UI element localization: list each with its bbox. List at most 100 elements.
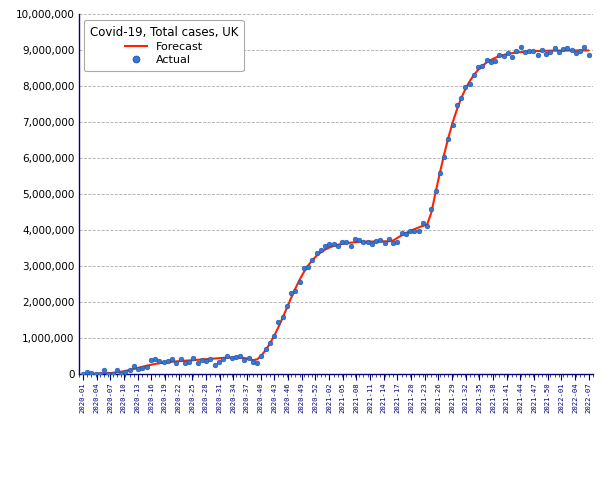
Actual	[435, 169, 445, 177]
Actual	[338, 238, 347, 246]
Actual	[159, 358, 168, 366]
Actual	[87, 370, 96, 377]
Actual	[550, 44, 560, 52]
Actual	[473, 63, 483, 71]
Actual	[218, 356, 228, 363]
Forecast	[360, 239, 367, 245]
Actual	[367, 240, 377, 248]
Forecast	[79, 371, 87, 377]
Actual	[273, 318, 283, 326]
Actual	[307, 256, 317, 264]
Actual	[320, 242, 330, 250]
Actual	[252, 359, 262, 367]
Actual	[508, 54, 517, 61]
Actual	[163, 357, 173, 364]
Actual	[422, 222, 432, 230]
Actual	[82, 368, 92, 376]
Actual	[210, 360, 220, 368]
Actual	[529, 47, 538, 55]
Actual	[401, 230, 411, 238]
Actual	[342, 239, 352, 246]
Actual	[261, 345, 270, 353]
Forecast	[215, 355, 223, 361]
Actual	[116, 370, 126, 377]
Actual	[112, 366, 122, 373]
Actual	[541, 50, 551, 58]
Actual	[546, 48, 555, 56]
Actual	[290, 288, 300, 295]
Actual	[150, 355, 160, 363]
Actual	[78, 371, 88, 378]
Actual	[393, 239, 402, 246]
Actual	[512, 47, 522, 55]
Actual	[316, 247, 325, 254]
Forecast	[479, 63, 486, 69]
Actual	[185, 358, 194, 366]
Actual	[265, 339, 275, 347]
Actual	[206, 356, 215, 363]
Legend: Forecast, Actual: Forecast, Actual	[84, 20, 244, 71]
Actual	[525, 48, 534, 55]
Actual	[172, 360, 182, 367]
Actual	[244, 354, 253, 362]
Actual	[269, 332, 279, 340]
Actual	[431, 187, 440, 194]
Actual	[120, 369, 130, 376]
Actual	[537, 46, 547, 54]
Actual	[214, 358, 224, 366]
Actual	[575, 48, 585, 55]
Actual	[397, 229, 407, 237]
Actual	[189, 354, 198, 362]
Actual	[490, 57, 500, 65]
Actual	[355, 237, 364, 244]
Actual	[477, 63, 487, 71]
Actual	[282, 302, 292, 310]
Actual	[324, 240, 334, 248]
Actual	[333, 242, 343, 250]
Actual	[248, 358, 258, 366]
Actual	[257, 352, 266, 360]
Actual	[303, 264, 313, 271]
Actual	[460, 83, 470, 90]
Actual	[520, 48, 530, 56]
Actual	[193, 359, 203, 367]
Actual	[146, 356, 155, 364]
Forecast	[585, 48, 592, 53]
Actual	[516, 43, 526, 50]
Actual	[278, 313, 287, 321]
Actual	[558, 46, 568, 53]
Actual	[469, 71, 479, 78]
Actual	[142, 363, 151, 371]
Actual	[584, 51, 594, 59]
Actual	[154, 357, 164, 365]
Actual	[359, 238, 368, 246]
Actual	[299, 264, 309, 272]
Actual	[486, 59, 495, 66]
Actual	[376, 237, 385, 244]
Actual	[499, 52, 508, 60]
Actual	[427, 205, 436, 213]
Actual	[197, 356, 207, 364]
Actual	[346, 242, 356, 250]
Actual	[388, 239, 398, 247]
Actual	[482, 57, 491, 64]
Actual	[180, 360, 190, 367]
Line: Forecast: Forecast	[83, 50, 589, 374]
Actual	[443, 135, 453, 143]
Actual	[503, 49, 513, 57]
Actual	[418, 219, 428, 227]
Actual	[312, 250, 321, 257]
Actual	[554, 48, 564, 56]
Actual	[240, 356, 249, 364]
Actual	[108, 370, 117, 378]
Actual	[295, 278, 304, 286]
Actual	[405, 228, 415, 235]
Actual	[125, 366, 134, 374]
Actual	[168, 355, 177, 362]
Actual	[363, 238, 373, 246]
Actual	[235, 352, 245, 360]
Actual	[329, 240, 338, 248]
Actual	[103, 371, 113, 378]
Forecast	[186, 358, 193, 363]
Actual	[201, 357, 211, 365]
